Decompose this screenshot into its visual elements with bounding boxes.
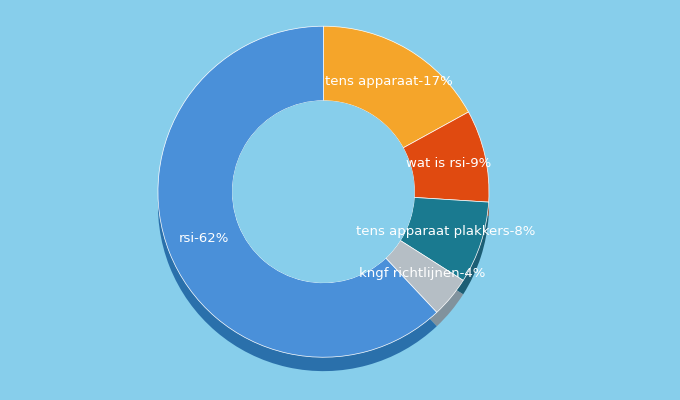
- Wedge shape: [386, 254, 463, 326]
- Text: rsi-62%: rsi-62%: [179, 232, 229, 246]
- Wedge shape: [401, 211, 489, 294]
- Text: wat is rsi-9%: wat is rsi-9%: [406, 157, 491, 170]
- Wedge shape: [324, 26, 469, 148]
- Wedge shape: [158, 40, 437, 371]
- Wedge shape: [386, 240, 463, 312]
- Text: tens apparaat plakkers-8%: tens apparaat plakkers-8%: [356, 225, 535, 238]
- Text: kngf richtlijnen-4%: kngf richtlijnen-4%: [359, 267, 486, 280]
- Wedge shape: [403, 126, 489, 216]
- Wedge shape: [158, 26, 437, 357]
- Text: tens apparaat-17%: tens apparaat-17%: [325, 75, 453, 88]
- Wedge shape: [324, 40, 469, 162]
- Circle shape: [233, 101, 415, 283]
- Wedge shape: [401, 198, 489, 280]
- Wedge shape: [403, 112, 489, 202]
